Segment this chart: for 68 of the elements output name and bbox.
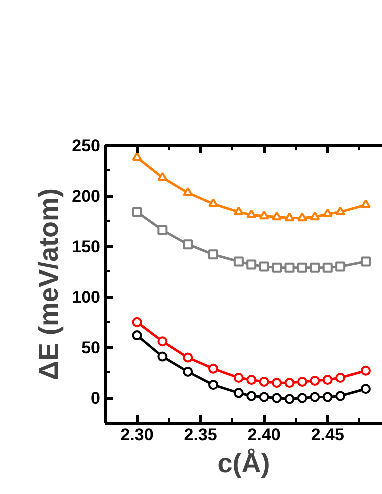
point <box>272 393 282 404</box>
point <box>322 262 333 273</box>
point <box>284 394 295 404</box>
point <box>246 210 257 219</box>
point <box>208 198 219 208</box>
point <box>322 375 333 386</box>
y-tick-label: 100 <box>72 288 101 308</box>
point <box>183 366 194 377</box>
point <box>132 152 142 161</box>
y-tick-label: 50 <box>82 338 101 358</box>
point <box>284 262 295 273</box>
point <box>234 388 244 398</box>
point <box>310 376 320 386</box>
point <box>183 240 194 250</box>
y-tick-label: 0 <box>91 389 101 408</box>
point <box>297 393 308 404</box>
point <box>246 375 257 386</box>
point <box>183 352 194 363</box>
point <box>360 200 371 208</box>
y-tick-label: 250 <box>72 136 101 156</box>
point <box>336 391 346 402</box>
point <box>360 384 371 394</box>
point <box>132 330 142 341</box>
x-axis-title: c(Å) <box>218 448 270 478</box>
point <box>234 206 244 216</box>
point <box>310 212 320 221</box>
y-axis-title: ΔE (meV/atom) <box>34 188 64 380</box>
point <box>183 187 194 196</box>
point <box>272 378 282 388</box>
point <box>336 262 346 272</box>
point <box>272 262 282 273</box>
point <box>208 250 219 260</box>
y-tick-label: 150 <box>72 238 101 257</box>
point <box>259 392 270 402</box>
point <box>234 256 244 267</box>
point <box>336 373 346 383</box>
point <box>322 208 333 218</box>
point <box>310 392 320 402</box>
point <box>259 377 270 388</box>
x-tick-label: 2.35 <box>184 426 218 444</box>
point <box>208 380 219 390</box>
point <box>259 210 270 220</box>
point <box>284 378 295 388</box>
point <box>132 207 142 218</box>
point <box>272 212 282 221</box>
point <box>297 377 308 388</box>
point <box>246 391 257 402</box>
point <box>234 373 244 383</box>
point <box>310 262 320 273</box>
y-tick-label: 200 <box>72 187 101 206</box>
x-tick-label: 2.30 <box>120 426 154 444</box>
point <box>360 366 371 376</box>
point <box>336 206 346 216</box>
point <box>297 212 308 222</box>
x-tick-label: 2.45 <box>311 426 344 444</box>
point <box>158 352 168 362</box>
point <box>158 336 168 347</box>
point <box>132 317 142 328</box>
x-tick-label: 2.40 <box>248 426 281 444</box>
point <box>297 262 308 273</box>
point <box>360 256 371 267</box>
point <box>284 212 295 222</box>
point <box>322 392 333 402</box>
point <box>246 260 257 270</box>
point <box>158 225 168 236</box>
point <box>259 262 270 272</box>
point <box>158 172 168 182</box>
point <box>208 364 219 374</box>
